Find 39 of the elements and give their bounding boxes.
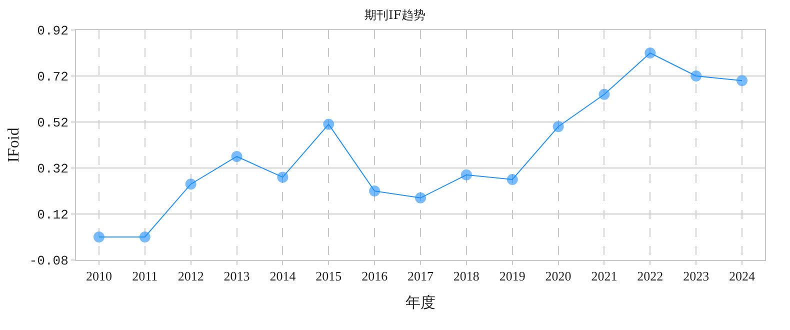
y-tick-label: 0.72	[37, 70, 68, 85]
point	[690, 70, 702, 82]
x-tick-label: 2020	[545, 268, 572, 284]
x-axis-title: 年度	[406, 294, 436, 312]
x-tick-label: 2015	[316, 268, 342, 284]
x-tick-label: 2022	[637, 268, 664, 284]
x-tick-label: 2010	[86, 268, 112, 284]
point	[644, 48, 656, 58]
x-tick-label: 2018	[453, 268, 480, 284]
point	[277, 172, 288, 183]
point	[598, 88, 610, 100]
x-tick-label: 2017	[408, 268, 434, 284]
point	[139, 232, 150, 242]
x-tick-label: 2021	[591, 268, 618, 284]
point	[323, 118, 334, 130]
chart-title: 期刊IF趋势	[364, 8, 426, 22]
point	[552, 121, 564, 132]
point	[506, 174, 518, 185]
x-tick-label: 2012	[178, 268, 204, 284]
y-tick-label: 0.12	[37, 208, 68, 223]
point	[185, 178, 196, 190]
point	[736, 75, 748, 86]
x-tick-label: 2013	[224, 268, 250, 284]
point	[93, 232, 104, 242]
x-tick-label: 2023	[683, 268, 710, 284]
y-tick-label: 0.32	[37, 162, 68, 177]
point	[369, 186, 380, 196]
y-tick-label: 0.92	[37, 24, 68, 39]
y-tick-label: 0.52	[37, 116, 68, 131]
x-tick-label: 2014	[270, 268, 296, 284]
point	[415, 192, 426, 204]
x-tick-label: 2024	[729, 268, 756, 284]
point	[460, 169, 472, 180]
y-tick-label: -0.08	[29, 254, 68, 269]
x-tick-label: 2011	[132, 268, 158, 284]
x-tick-label: 2019	[499, 268, 526, 284]
y-axis-title: IFoid	[5, 128, 22, 162]
x-tick-label: 2016	[362, 268, 388, 284]
point	[231, 151, 242, 162]
